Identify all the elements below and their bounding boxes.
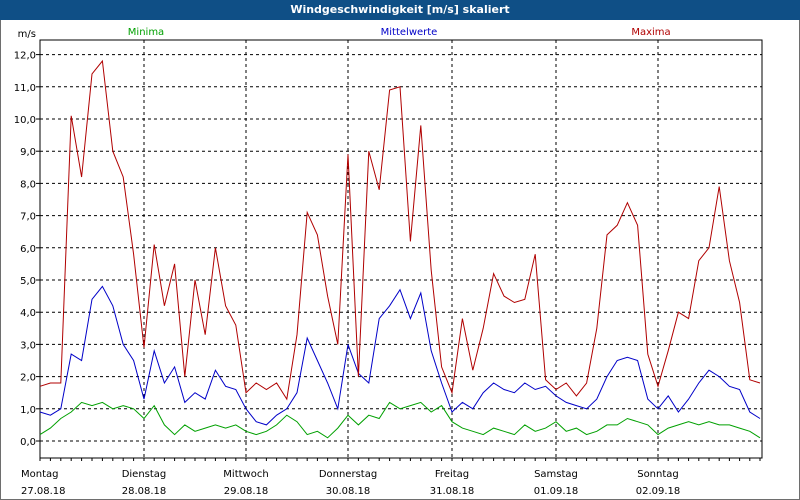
x-tick-label-weekday: Dienstag <box>122 469 167 480</box>
y-tick-label: 11,0 <box>14 83 36 94</box>
y-tick-label: 6,0 <box>20 244 36 255</box>
y-tick-label: 3,0 <box>20 340 36 351</box>
window-title: Windgeschwindigkeit [m/s] skaliert <box>0 0 800 20</box>
series-line-mittelwerte <box>39 285 761 426</box>
y-axis-label: m/s <box>18 29 36 40</box>
x-tick-label-date: 31.08.18 <box>430 486 475 497</box>
y-tick-label: 2,0 <box>20 373 36 384</box>
x-tick-label-date: 30.08.18 <box>326 486 371 497</box>
y-tick-label: 8,0 <box>20 179 36 190</box>
y-tick-label: 12,0 <box>14 51 36 62</box>
x-tick-label-date: 27.08.18 <box>21 486 66 497</box>
y-tick-label: 4,0 <box>20 308 36 319</box>
y-tick-label: 1,0 <box>20 405 36 416</box>
x-tick-label-weekday: Mittwoch <box>223 469 268 480</box>
x-tick-label-weekday: Donnerstag <box>319 469 377 480</box>
y-tick-label: 0,0 <box>20 437 36 448</box>
plot-area-border <box>39 39 763 459</box>
series-line-maxima <box>39 59 761 401</box>
x-tick-label-date: 02.09.18 <box>636 486 681 497</box>
x-tick-label-weekday: Samstag <box>534 469 578 480</box>
x-tick-label-date: 01.09.18 <box>534 486 579 497</box>
series-line-minima <box>39 401 761 439</box>
y-tick-label: 7,0 <box>20 212 36 223</box>
x-tick-label-weekday: Sonntag <box>637 469 679 480</box>
legend-label-mittelwerte: Mittelwerte <box>381 27 438 38</box>
x-tick-label-weekday: Freitag <box>435 469 469 480</box>
legend-label-maxima: Maxima <box>631 27 670 38</box>
y-tick-label: 5,0 <box>20 276 36 287</box>
x-tick-label-date: 29.08.18 <box>224 486 269 497</box>
x-tick-label-weekday: Montag <box>21 469 58 480</box>
x-tick-label-date: 28.08.18 <box>122 486 167 497</box>
legend-label-minima: Minima <box>128 27 164 38</box>
y-tick-label: 9,0 <box>20 147 36 158</box>
y-tick-label: 10,0 <box>14 115 36 126</box>
